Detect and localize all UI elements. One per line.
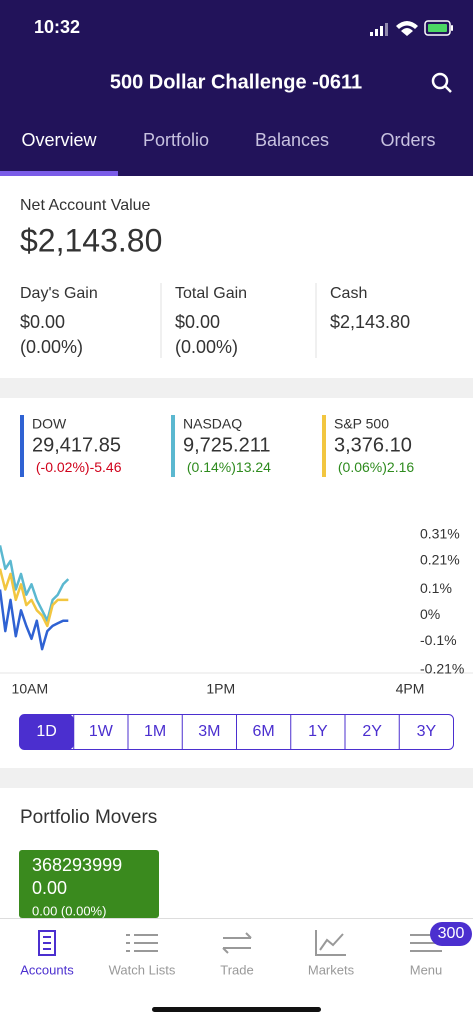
- index-bar: [20, 415, 24, 477]
- stat-value: $0.00: [20, 312, 65, 332]
- index-change: (-0.02%)-5.46: [32, 459, 122, 475]
- nav-icon: [38, 930, 56, 956]
- y-tick-label: 0.31%: [420, 526, 460, 542]
- account-section: [0, 176, 473, 378]
- account-value: $2,143.80: [20, 222, 162, 258]
- status-time: 10:32: [34, 17, 80, 37]
- header-bg: [0, 0, 473, 176]
- index-line: [0, 589, 69, 651]
- mover-change: 0.00 (0.00%): [32, 903, 106, 918]
- stat-label: Total Gain: [175, 285, 247, 302]
- index-name: NASDAQ: [183, 416, 242, 432]
- movers-title: Portfolio Movers: [20, 807, 157, 828]
- y-tick-label: -0.1%: [420, 632, 457, 648]
- separator: [0, 768, 473, 788]
- stat-label: Day's Gain: [20, 285, 98, 302]
- stat-pct: (0.00%): [175, 337, 238, 357]
- index-value: 9,725.211: [183, 434, 271, 456]
- nav-label: Markets: [308, 962, 355, 977]
- y-tick-label: -0.21%: [420, 661, 464, 677]
- y-tick-label: 0.1%: [420, 580, 452, 596]
- index-change-pct: (0.14%): [187, 459, 236, 475]
- stat-value: $2,143.80: [330, 312, 410, 332]
- mover-value: 0.00: [32, 878, 67, 898]
- tab-indicator: [0, 171, 118, 176]
- tab[interactable]: Overview: [21, 130, 97, 150]
- range-button[interactable]: 1W: [89, 723, 114, 740]
- index-name: DOW: [32, 416, 67, 432]
- nav-icon: [222, 932, 252, 954]
- header-title: 500 Dollar Challenge -0611: [110, 71, 362, 93]
- home-indicator: [152, 1007, 321, 1012]
- nav-item[interactable]: Markets: [308, 930, 355, 977]
- range-button[interactable]: 6M: [253, 723, 275, 740]
- range-button[interactable]: 3Y: [417, 723, 437, 740]
- index-change-pct: (0.06%): [338, 459, 387, 475]
- stat-pct: (0.00%): [20, 337, 83, 357]
- nav-item[interactable]: Trade: [220, 932, 254, 977]
- x-tick-label: 4PM: [396, 681, 425, 697]
- index-change-value: 13.24: [236, 459, 271, 475]
- mover-symbol: 368293999: [32, 855, 122, 875]
- tab[interactable]: Portfolio: [143, 130, 209, 150]
- nav-label: Trade: [220, 962, 253, 977]
- tab[interactable]: Balances: [255, 130, 329, 150]
- nav-item[interactable]: Menu: [410, 934, 443, 977]
- tab[interactable]: Orders: [380, 130, 435, 150]
- index-change-value: -5.46: [90, 459, 122, 475]
- nav-icon: [315, 930, 346, 956]
- index-value: 29,417.85: [32, 434, 121, 456]
- range-button[interactable]: 3M: [198, 723, 220, 740]
- y-tick-label: 0.21%: [420, 552, 460, 568]
- stat-value: $0.00: [175, 312, 220, 332]
- index-value: 3,376.10: [334, 434, 412, 456]
- range-button[interactable]: 1M: [144, 723, 166, 740]
- index-change: (0.14%)13.24: [183, 459, 271, 475]
- nav-label: Accounts: [20, 962, 74, 977]
- nav-badge-count: 300: [438, 925, 465, 942]
- range-button[interactable]: 2Y: [362, 723, 382, 740]
- range-button[interactable]: 1Y: [308, 723, 328, 740]
- nav-bg: [0, 918, 473, 1024]
- stat-label: Cash: [330, 285, 367, 302]
- nav-item[interactable]: Accounts: [20, 930, 74, 977]
- x-tick-label: 10AM: [12, 681, 49, 697]
- search-icon[interactable]: [431, 72, 452, 93]
- range-button[interactable]: 1D: [36, 723, 56, 740]
- x-tick-label: 1PM: [206, 681, 235, 697]
- index-change-value: 2.16: [387, 459, 414, 475]
- index-change-pct: (-0.02%): [36, 459, 90, 475]
- index-name: S&P 500: [334, 416, 389, 432]
- nav-item[interactable]: Watch Lists: [109, 934, 176, 977]
- index-line: [0, 545, 70, 622]
- y-tick-label: 0%: [420, 606, 440, 622]
- index-bar: [322, 415, 326, 477]
- index-line: [0, 568, 69, 628]
- mover-card[interactable]: [19, 850, 159, 918]
- range-selected: [19, 714, 74, 750]
- nav-badge: [430, 922, 472, 946]
- status-icons: [370, 20, 453, 36]
- nav-label: Watch Lists: [109, 962, 176, 977]
- index-bar: [171, 415, 175, 477]
- nav-label: Menu: [410, 962, 443, 977]
- account-label: Net Account Value: [20, 197, 151, 214]
- index-change: (0.06%)2.16: [334, 459, 414, 475]
- separator: [0, 378, 473, 398]
